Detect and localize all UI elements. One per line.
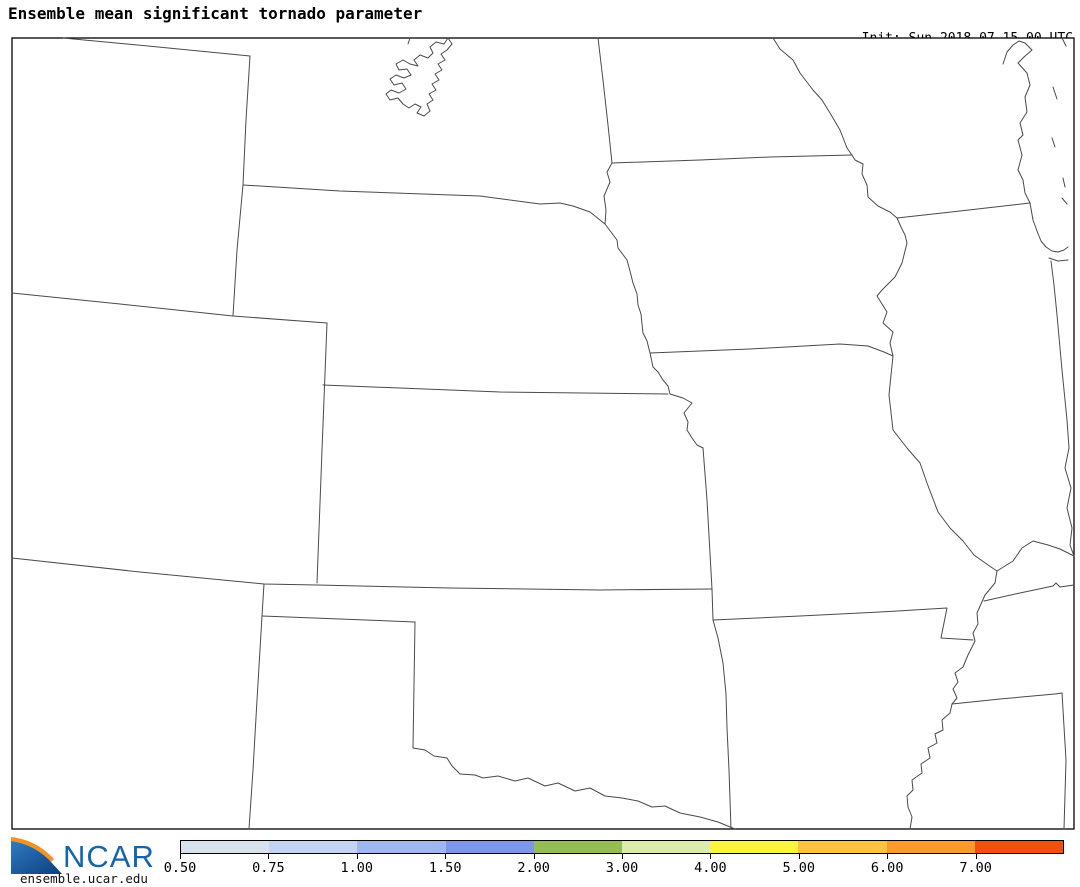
- colorbar-segment: [622, 841, 711, 853]
- colorbar-tick-label: 4.00: [694, 860, 727, 876]
- colorbar-tick: [887, 854, 889, 859]
- ncar-logo-orange-swoosh: [11, 837, 54, 862]
- ncar-logo-icon: [11, 837, 62, 874]
- colorbar-tick-label: 5.00: [782, 860, 816, 876]
- colorbar-tick: [533, 854, 535, 859]
- colorbar-segment: [798, 841, 887, 853]
- colorbar-segment: [445, 841, 534, 853]
- colorbar-tick: [268, 854, 270, 859]
- ncar-logo-blue-flag: [11, 841, 62, 874]
- colorbar-tick: [622, 854, 623, 859]
- colorbar: [180, 840, 1064, 854]
- colorbar-tick-label: 6.00: [870, 860, 904, 876]
- site-url: ensemble.ucar.edu: [20, 871, 148, 886]
- map-frame: [11, 37, 1075, 830]
- colorbar-tick-label: 7.00: [959, 860, 992, 876]
- colorbar-segment: [357, 841, 446, 853]
- colorbar-segment: [181, 841, 270, 853]
- colorbar-tick-label: 0.75: [252, 860, 285, 876]
- ncar-logo-text: NCAR: [63, 839, 155, 874]
- colorbar-segment: [269, 841, 358, 853]
- colorbar-tick-label: 2.00: [517, 860, 550, 876]
- colorbar-tick: [180, 854, 181, 859]
- colorbar-segment: [710, 841, 799, 853]
- colorbar-segment: [886, 841, 975, 853]
- state-borders: [11, 37, 1075, 830]
- colorbar-scale: 0.50 0.75 1.00 1.50 2.00 3.00 4.00 5.00 6.00 7.00: [164, 854, 1064, 880]
- colorbar-tick: [445, 854, 447, 859]
- colorbar-tick-label: 0.50: [163, 860, 197, 876]
- colorbar-tick-label: 3.00: [605, 860, 639, 876]
- colorbar-segment: [533, 841, 623, 853]
- colorbar-tick: [798, 854, 800, 859]
- colorbar-tick-label: 1.50: [428, 860, 462, 876]
- colorbar-tick-label: 1.00: [340, 860, 374, 876]
- colorbar-tick: [975, 854, 977, 859]
- colorbar-tick: [710, 854, 712, 859]
- colorbar-segment: [974, 841, 1064, 853]
- plot-title: Ensemble mean significant tornado parame…: [8, 4, 423, 23]
- colorbar-tick: [356, 854, 358, 859]
